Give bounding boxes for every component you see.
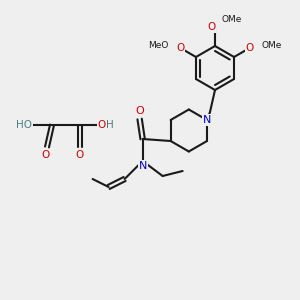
Text: OMe: OMe <box>262 40 282 50</box>
Text: O: O <box>207 22 215 32</box>
Text: O: O <box>176 43 184 53</box>
Text: O: O <box>42 150 50 160</box>
Text: O: O <box>76 150 84 160</box>
Text: N: N <box>203 115 211 125</box>
Text: MeO: MeO <box>148 40 168 50</box>
Text: OMe: OMe <box>222 16 242 25</box>
Text: O: O <box>135 106 144 116</box>
Text: O: O <box>245 43 254 53</box>
Text: N: N <box>138 161 147 171</box>
Text: HO: HO <box>16 120 32 130</box>
Text: H: H <box>106 120 114 130</box>
Text: O: O <box>98 120 106 130</box>
